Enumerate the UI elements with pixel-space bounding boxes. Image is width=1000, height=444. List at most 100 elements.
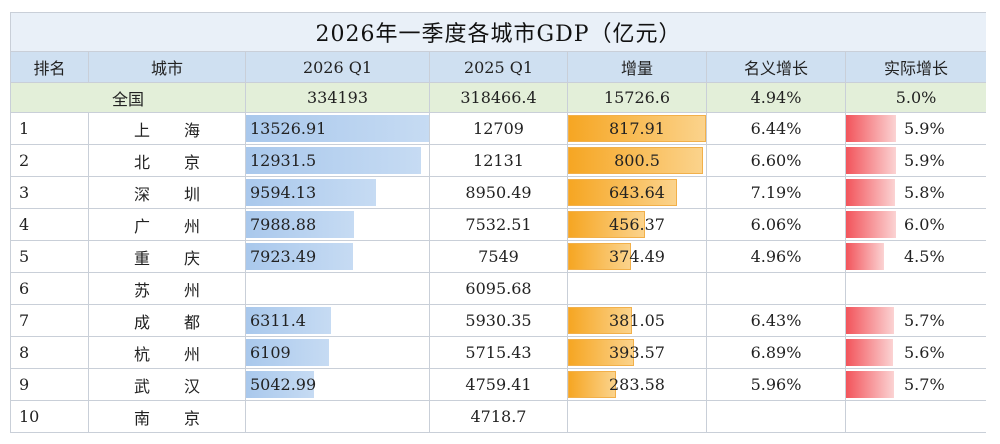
q1-2025-cell[interactable]: 6095.68 (429, 272, 568, 305)
nominal-growth-cell[interactable]: 6.89% (706, 336, 846, 369)
real-growth-cell[interactable]: 6.0% (844, 208, 986, 241)
q1-2025-cell[interactable]: 8950.49 (429, 176, 568, 209)
nation-increase[interactable]: 15726.6 (567, 82, 707, 113)
header-city[interactable]: 城市 (88, 51, 246, 83)
rank-cell[interactable]: 9 (10, 368, 89, 401)
q1-2026-cell[interactable] (245, 272, 430, 305)
city-cell[interactable]: 广州 (88, 208, 246, 241)
nominal-growth-cell[interactable]: 6.44% (706, 112, 846, 145)
increase-cell[interactable]: 374.49 (567, 240, 707, 273)
increase-wrap: 283.58 (568, 370, 706, 400)
q1-2026-cell[interactable]: 7923.49 (245, 240, 430, 273)
header-q1-2025[interactable]: 2025 Q1 (429, 51, 568, 83)
city-cell[interactable]: 上海 (88, 112, 246, 145)
header-increase[interactable]: 增量 (567, 51, 707, 83)
increase-cell[interactable]: 456.37 (567, 208, 707, 241)
q1-2026-cell[interactable]: 13526.91 (245, 112, 430, 145)
q1-2026-wrap: 12931.5 (246, 146, 429, 176)
increase-data-bar (568, 115, 706, 142)
nominal-growth-cell[interactable] (706, 400, 846, 433)
increase-cell[interactable]: 643.64 (567, 176, 707, 209)
rank-cell[interactable]: 10 (10, 400, 89, 433)
nation-nominal-growth[interactable]: 4.94% (706, 82, 846, 113)
increase-value: 817.91 (609, 119, 665, 138)
header-nominal-growth[interactable]: 名义增长 (706, 51, 846, 83)
nominal-growth-cell[interactable]: 5.96% (706, 368, 846, 401)
city-cell[interactable]: 南京 (88, 400, 246, 433)
city-cell[interactable]: 杭州 (88, 336, 246, 369)
nominal-growth-cell[interactable] (706, 272, 846, 305)
q1-2025-cell[interactable]: 12131 (429, 144, 568, 177)
rank-cell[interactable]: 2 (10, 144, 89, 177)
real-growth-value: 5.9% (904, 119, 945, 138)
nominal-growth-cell[interactable]: 6.60% (706, 144, 846, 177)
q1-2026-cell[interactable]: 7988.88 (245, 208, 430, 241)
q1-2026-value: 7988.88 (250, 215, 317, 234)
real-growth-cell[interactable]: 5.6% (844, 336, 986, 369)
city-cell[interactable]: 成都 (88, 304, 246, 337)
city-cell[interactable]: 苏州 (88, 272, 246, 305)
real-growth-wrap: 5.6% (846, 338, 986, 368)
q1-2025-cell[interactable]: 4718.7 (429, 400, 568, 433)
city-cell[interactable]: 北京 (88, 144, 246, 177)
real-growth-cell[interactable] (844, 400, 986, 433)
increase-value: 374.49 (609, 247, 665, 266)
header-rank[interactable]: 排名 (10, 51, 89, 83)
increase-cell[interactable]: 393.57 (567, 336, 707, 369)
header-q1-2026[interactable]: 2026 Q1 (245, 51, 430, 83)
increase-cell[interactable] (567, 272, 707, 305)
increase-cell[interactable] (567, 400, 707, 433)
real-growth-cell[interactable]: 4.5% (844, 240, 986, 273)
nominal-growth-cell[interactable]: 6.43% (706, 304, 846, 337)
rank-cell[interactable]: 6 (10, 272, 89, 305)
city-name: 北京 (133, 152, 234, 172)
q1-2025-cell[interactable]: 7549 (429, 240, 568, 273)
city-cell[interactable]: 武汉 (88, 368, 246, 401)
q1-2026-data-bar (246, 179, 376, 206)
q1-2026-cell[interactable]: 5042.99 (245, 368, 430, 401)
rank-cell[interactable]: 3 (10, 176, 89, 209)
rank-cell[interactable]: 8 (10, 336, 89, 369)
rank-cell[interactable]: 7 (10, 304, 89, 337)
nation-real-growth[interactable]: 5.0% (844, 82, 986, 113)
real-growth-cell[interactable] (844, 272, 986, 305)
city-cell[interactable]: 重庆 (88, 240, 246, 273)
increase-cell[interactable]: 283.58 (567, 368, 707, 401)
nominal-growth-cell[interactable]: 4.96% (706, 240, 846, 273)
q1-2026-wrap: 5042.99 (246, 370, 429, 400)
table-row: 2 北京 12931.5 12131 800.5 6.60% 5.9% (10, 144, 986, 177)
nominal-growth-cell[interactable]: 7.19% (706, 176, 846, 209)
real-growth-cell[interactable]: 5.7% (844, 304, 986, 337)
q1-2025-cell[interactable]: 5715.43 (429, 336, 568, 369)
header-real-growth[interactable]: 实际增长 (844, 51, 986, 83)
real-growth-cell[interactable]: 5.7% (844, 368, 986, 401)
increase-value: 456.37 (609, 215, 665, 234)
nation-q1-2025[interactable]: 318466.4 (429, 82, 568, 113)
q1-2026-cell[interactable] (245, 400, 430, 433)
q1-2025-cell[interactable]: 5930.35 (429, 304, 568, 337)
nation-label[interactable]: 全国 (10, 82, 246, 113)
q1-2026-cell[interactable]: 6109 (245, 336, 430, 369)
real-growth-cell[interactable]: 5.9% (844, 112, 986, 145)
rank-cell[interactable]: 4 (10, 208, 89, 241)
real-growth-wrap: 5.8% (846, 178, 986, 208)
increase-cell[interactable]: 381.05 (567, 304, 707, 337)
q1-2026-cell[interactable]: 12931.5 (245, 144, 430, 177)
city-name: 南京 (133, 408, 234, 428)
real-growth-cell[interactable]: 5.8% (844, 176, 986, 209)
real-growth-data-bar (846, 179, 895, 206)
nominal-growth-cell[interactable]: 6.06% (706, 208, 846, 241)
increase-wrap: 393.57 (568, 338, 706, 368)
increase-cell[interactable]: 800.5 (567, 144, 707, 177)
nation-q1-2026[interactable]: 334193 (245, 82, 430, 113)
q1-2026-cell[interactable]: 9594.13 (245, 176, 430, 209)
rank-cell[interactable]: 5 (10, 240, 89, 273)
q1-2025-cell[interactable]: 12709 (429, 112, 568, 145)
q1-2026-cell[interactable]: 6311.4 (245, 304, 430, 337)
increase-cell[interactable]: 817.91 (567, 112, 707, 145)
q1-2025-cell[interactable]: 4759.41 (429, 368, 568, 401)
q1-2025-cell[interactable]: 7532.51 (429, 208, 568, 241)
rank-cell[interactable]: 1 (10, 112, 89, 145)
real-growth-cell[interactable]: 5.9% (844, 144, 986, 177)
city-cell[interactable]: 深圳 (88, 176, 246, 209)
